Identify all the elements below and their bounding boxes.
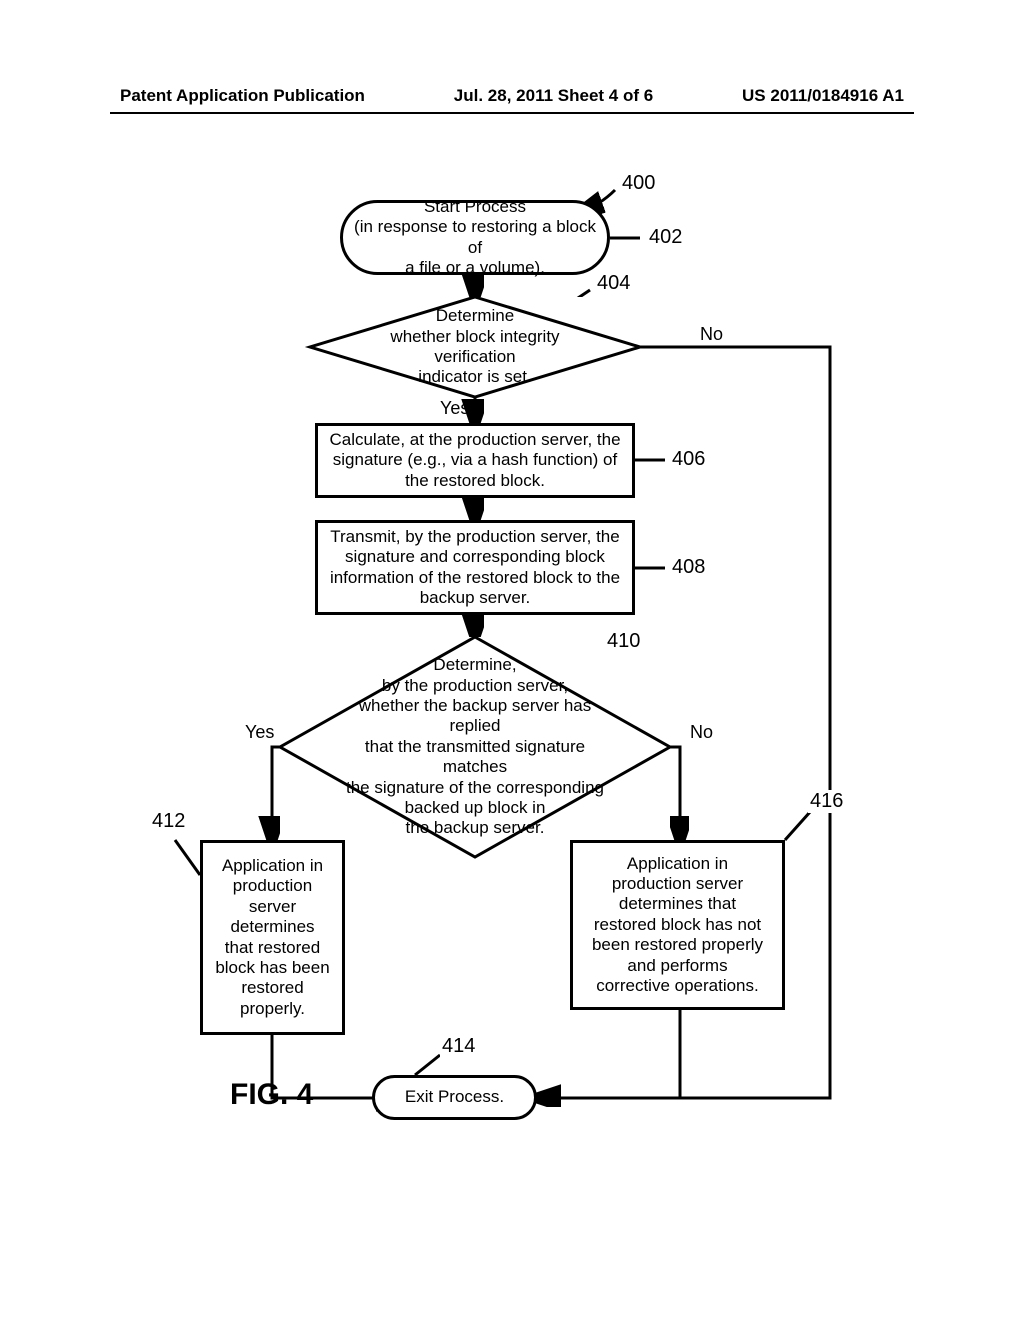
node-p412-text: Application in production server determi…: [215, 856, 329, 1019]
ref-408: 408: [670, 556, 707, 579]
ref-410: 410: [605, 630, 642, 653]
node-exit: Exit Process.: [372, 1075, 537, 1120]
node-process-408: Transmit, by the production server, the …: [315, 520, 635, 615]
node-start: Start Process (in response to restoring …: [340, 200, 610, 275]
node-decision-410: Determine, by the production server, whe…: [280, 637, 670, 857]
node-process-406: Calculate, at the production server, the…: [315, 423, 635, 498]
node-decision-404: Determine whether block integrity verifi…: [310, 297, 640, 397]
header-right: US 2011/0184916 A1: [742, 86, 904, 106]
edge-d404-no: No: [700, 324, 723, 345]
flowchart-canvas: Start Process (in response to restoring …: [0, 140, 1024, 1240]
ref-400: 400: [620, 172, 657, 195]
node-process-412: Application in production server determi…: [200, 840, 345, 1035]
page-header: Patent Application Publication Jul. 28, …: [120, 86, 904, 106]
ref-412: 412: [150, 810, 187, 833]
ref-404: 404: [595, 272, 632, 295]
node-p408-text: Transmit, by the production server, the …: [330, 527, 620, 609]
node-exit-text: Exit Process.: [405, 1087, 504, 1107]
node-d410-text: Determine, by the production server, whe…: [335, 655, 615, 839]
header-center: Jul. 28, 2011 Sheet 4 of 6: [454, 86, 653, 106]
node-p406-text: Calculate, at the production server, the…: [329, 430, 620, 491]
ref-414: 414: [440, 1035, 477, 1058]
node-process-416: Application in production server determi…: [570, 840, 785, 1010]
node-start-text: Start Process (in response to restoring …: [353, 197, 597, 279]
node-p416-text: Application in production server determi…: [592, 854, 763, 997]
edge-d404-yes: Yes: [440, 398, 469, 419]
ref-406: 406: [670, 448, 707, 471]
node-d404-text: Determine whether block integrity verifi…: [350, 306, 600, 388]
header-left: Patent Application Publication: [120, 86, 365, 106]
edge-d410-no: No: [690, 722, 713, 743]
ref-416: 416: [808, 790, 845, 813]
figure-label: FIG. 4: [230, 1078, 313, 1112]
ref-402: 402: [647, 226, 684, 249]
edge-d410-yes: Yes: [245, 722, 274, 743]
header-rule: [110, 112, 914, 114]
